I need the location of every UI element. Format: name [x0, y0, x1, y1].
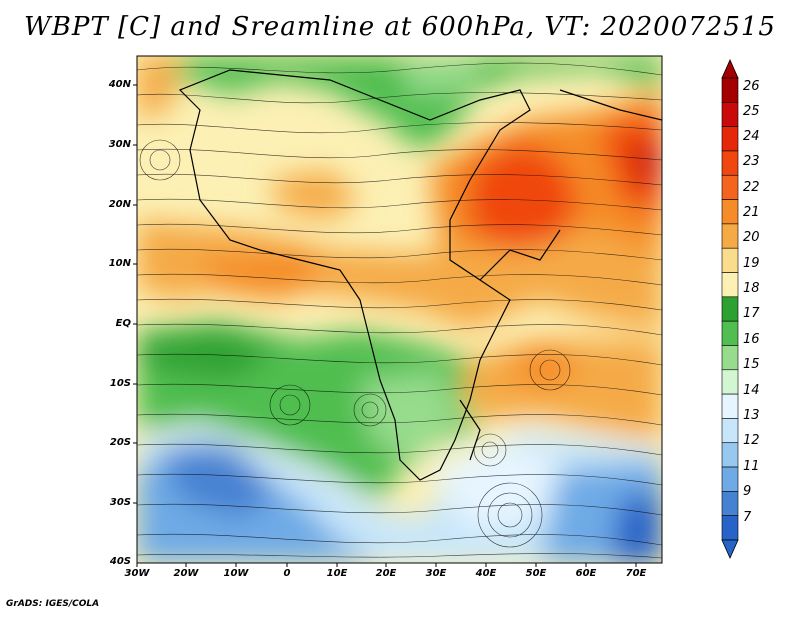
lon-label-10w: 10W	[223, 568, 249, 579]
colorbar-top-arrow	[721, 59, 739, 79]
colorbar-swatch	[721, 223, 739, 249]
lon-label-30w: 30W	[124, 568, 150, 579]
colorbar-label: 16	[743, 332, 760, 347]
colorbar-swatch	[721, 296, 739, 322]
colorbar-label: 23	[743, 154, 760, 169]
lon-label-30e: 30E	[425, 568, 447, 579]
colorbar-label: 19	[743, 256, 760, 271]
colorbar-swatch	[721, 369, 739, 395]
lon-label-0: 0	[283, 568, 291, 579]
lat-label-10n: 10N	[108, 258, 131, 269]
colorbar-swatch	[721, 393, 739, 419]
colorbar-swatch	[721, 272, 739, 298]
colorbar-swatch	[721, 491, 739, 516]
lon-label-20e: 20E	[375, 568, 397, 579]
axis-ticks	[133, 84, 637, 567]
lat-label-20s: 20S	[109, 437, 131, 448]
lat-label-30s: 30S	[109, 497, 131, 508]
colorbar-label: 24	[743, 129, 760, 144]
colorbar-swatch	[721, 418, 739, 444]
colorbar-label: 14	[743, 383, 760, 398]
colorbar-swatch	[721, 102, 739, 127]
lon-label-20w: 20W	[173, 568, 199, 579]
streamlines	[137, 62, 662, 559]
lat-label-eq: EQ	[115, 318, 131, 329]
lat-label-20n: 20N	[108, 199, 131, 210]
grads-credit: GrADS: IGES/COLA	[6, 599, 100, 609]
colorbar-swatch	[721, 126, 739, 152]
colorbar-swatch	[721, 345, 739, 371]
lon-label-70e: 70E	[625, 568, 647, 579]
colorbar-label: 25	[743, 104, 760, 119]
colorbar-swatch	[721, 77, 739, 103]
lon-label-40e: 40E	[475, 568, 497, 579]
colorbar-label: 13	[743, 408, 760, 423]
colorbar-label: 11	[743, 459, 760, 474]
shaded-field	[137, 56, 662, 563]
colorbar-label: 9	[743, 484, 752, 499]
colorbar-swatch	[721, 442, 739, 468]
colorbar-label: 26	[743, 79, 760, 94]
colorbar-swatch	[721, 150, 739, 176]
colorbar-label: 20	[743, 230, 760, 245]
lon-label-50e: 50E	[525, 568, 547, 579]
colorbar-swatch	[721, 515, 739, 541]
colorbar-label: 15	[743, 357, 760, 372]
lat-label-10s: 10S	[109, 378, 131, 389]
lat-label-30n: 30N	[108, 139, 131, 150]
colorbar-label: 18	[743, 281, 760, 296]
colorbar	[721, 59, 739, 559]
colorbar-swatch	[721, 320, 739, 346]
colorbar-label: 17	[743, 306, 760, 321]
map-frame	[136, 55, 663, 564]
colorbar-label: 7	[743, 510, 752, 525]
colorbar-label: 12	[743, 433, 760, 448]
colorbar-label: 22	[743, 180, 760, 195]
colorbar-swatch	[721, 199, 739, 225]
lon-label-10e: 10E	[326, 568, 348, 579]
lat-label-40s: 40S	[109, 556, 131, 567]
colorbar-swatch	[721, 174, 739, 200]
plot-title: WBPT [C] and Sreamline at 600hPa, VT: 20…	[24, 12, 776, 42]
colorbar-swatch	[721, 247, 739, 273]
lon-label-60e: 60E	[575, 568, 597, 579]
colorbar-swatch	[721, 466, 739, 492]
coastlines	[178, 69, 662, 481]
colorbar-bottom-arrow	[721, 539, 739, 559]
colorbar-label: 21	[743, 205, 760, 220]
lat-label-40n: 40N	[108, 79, 131, 90]
